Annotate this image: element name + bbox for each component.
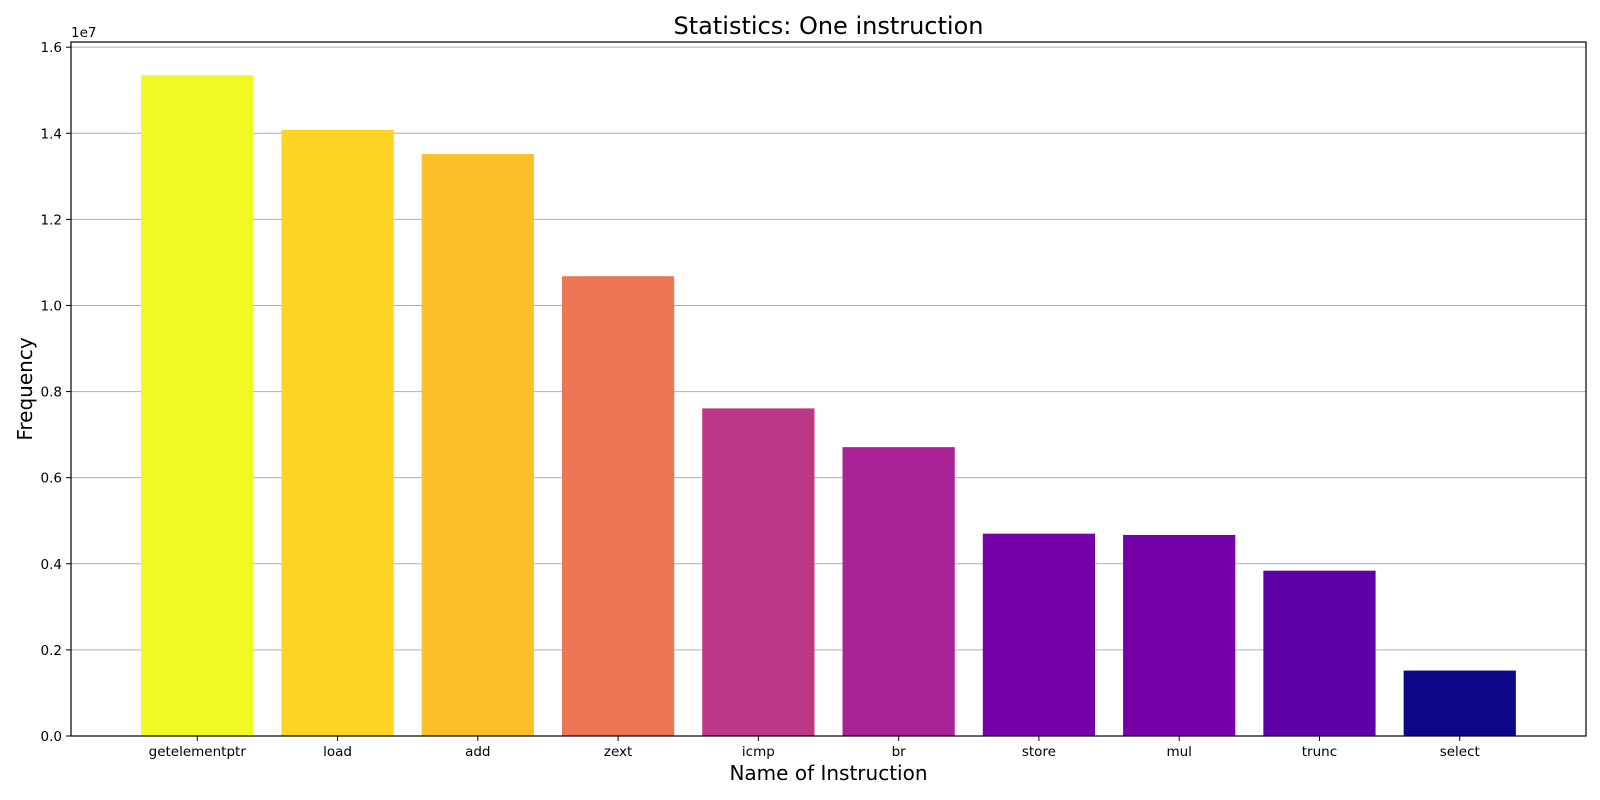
x-tick-label: icmp [742, 744, 775, 760]
y-tick-label: 1.4 [41, 126, 62, 142]
y-axis-label: Frequency [13, 337, 37, 440]
y-tick-label: 0.8 [41, 385, 62, 401]
bar-mul [1123, 534, 1236, 736]
x-axis-ticks: getelementptr load add zext icmp br store mul tr… [149, 736, 1480, 760]
y-tick-label: 0.2 [41, 643, 62, 659]
bar-add [421, 153, 534, 736]
bar-store [982, 533, 1096, 736]
x-tick-label: store [1022, 744, 1056, 760]
x-tick-label: zext [604, 744, 632, 760]
y-tick-label: 1.2 [41, 212, 62, 228]
x-tick-label: add [465, 744, 490, 760]
y-tick-label: 0.0 [41, 729, 62, 745]
bars [141, 75, 1516, 737]
x-tick-label: br [892, 744, 907, 760]
x-axis-label: Name of Instruction [729, 761, 927, 785]
bar-icmp [702, 408, 815, 736]
bar-load [281, 129, 394, 737]
x-tick-label: load [323, 744, 352, 760]
y-tick-label: 1.0 [41, 298, 62, 314]
x-tick-label: mul [1166, 744, 1191, 760]
y-tick-label: 0.6 [41, 471, 62, 487]
bar-getelementptr [141, 75, 254, 736]
y-axis-ticks: 0.0 0.2 0.4 0.6 0.8 1.0 1.2 1.4 1.6 [41, 40, 71, 745]
bar-select [1403, 670, 1516, 736]
bar-zext [561, 276, 675, 736]
chart-title: Statistics: One instruction [674, 12, 984, 40]
x-tick-label: select [1440, 744, 1480, 760]
y-tick-label: 0.4 [41, 557, 62, 573]
x-tick-label: getelementptr [149, 744, 247, 760]
bar-br [842, 447, 955, 736]
bar-trunc [1263, 570, 1376, 736]
x-tick-label: trunc [1302, 744, 1337, 760]
plot-frame [70, 41, 1587, 737]
y-axis-offset-text: 1e7 [71, 25, 96, 41]
y-tick-label: 1.6 [41, 40, 62, 56]
